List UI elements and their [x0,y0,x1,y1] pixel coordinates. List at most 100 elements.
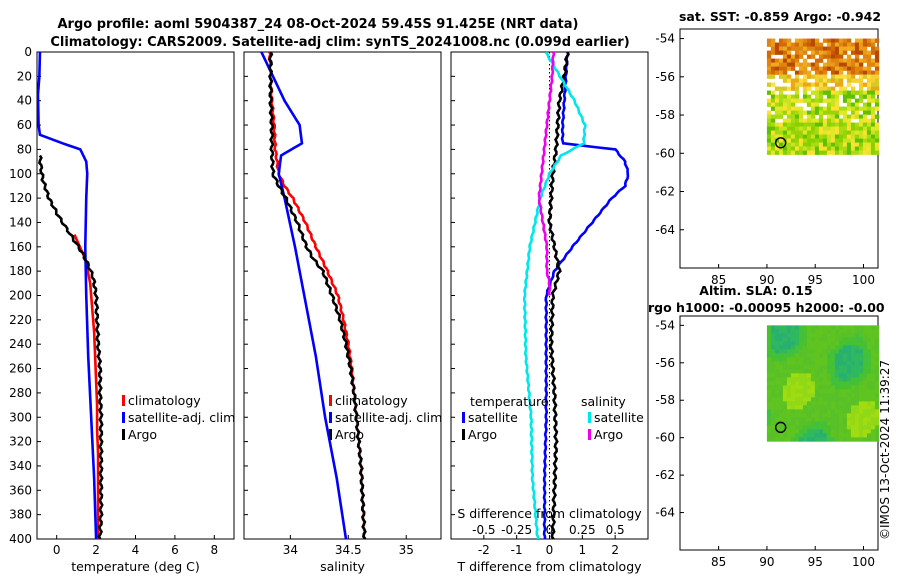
s-tick-label: 0.5 [606,523,625,537]
x-tick-label: 4 [132,543,140,557]
y-tick-label: 0 [24,45,32,59]
legend-swatch-satellite [329,412,332,423]
y-tick-label: 280 [9,386,32,400]
y-tick-label: 20 [17,69,32,83]
map-y-tick-label: -64 [655,506,675,520]
map-y-tick-label: -56 [655,356,675,370]
y-tick-label: 40 [17,94,32,108]
legend-label-argo: Argo [335,427,364,442]
series-line-satellite-adj.-clim [37,52,98,539]
map-data-field [766,38,880,155]
legend-swatch-satellite [122,412,125,423]
series-line-salinity-satellite [522,52,587,539]
series-line-argo [38,154,104,539]
legend-swatch-argo [329,429,332,440]
argo-position-marker [774,137,787,149]
x-tick-label: 35 [399,543,414,557]
series-line-climatology [73,234,100,539]
legend-label-argo: Argo [128,427,157,442]
legend-swatch-t-argo [462,429,465,440]
legend-title-salinity: salinity [581,394,626,409]
legend-swatch-s-argo [588,429,591,440]
map-x-tick-label: 85 [711,273,726,287]
sla-map-title: Altim. SLA: 0.15 [699,283,812,298]
legend-title-temperature: temperature [470,394,549,409]
x-tick-label: 8 [210,543,218,557]
x-tick-label: -2 [478,543,490,557]
x-axis-label: temperature (deg C) [71,559,200,574]
y-tick-label: 200 [9,289,32,303]
y-tick-label: 400 [9,532,32,546]
x-tick-label: 1 [579,543,587,557]
map-x-tick-label: 100 [852,555,875,569]
panel-sst_map: 85 90 95 100 -54 -56 -58 -60 -62 -64 [655,28,880,287]
x-tick-label: 2 [92,543,100,557]
map-x-tick-label: 100 [852,273,875,287]
y-tick-label: 80 [17,142,32,156]
panel-temperature: 0 2 4 6 802040608010012014016018020022024026… [9,45,235,574]
x-tick-label: 0 [53,543,61,557]
imos-watermark: ©IMOS 13-Oct-2024 11:39:27 [878,360,892,540]
y-tick-label: 260 [9,362,32,376]
x-tick-label: 34 [283,543,298,557]
legend-label-t-satellite: satellite [468,410,518,425]
legend-label-climatology: climatology [128,393,201,408]
axes-frame [36,51,235,540]
y-tick-label: 160 [9,240,32,254]
title-line1: Argo profile: aoml 5904387_24 08-Oct-202… [58,17,579,32]
panel-differences: -2 -1 0 1 2 T difference from climatology S di… [450,51,649,574]
sst-map-title: sat. SST: -0.859 Argo: -0.942 [679,9,881,24]
series-line-argo [268,52,367,539]
y-tick-label: 360 [9,483,32,497]
legend-label-s-argo: Argo [594,427,623,442]
y-tick-label: 220 [9,313,32,327]
legend-label-climatology: climatology [335,393,408,408]
axes-frame [243,51,442,540]
map-y-tick-label: -54 [655,32,675,46]
y-tick-label: 320 [9,435,32,449]
legend-swatch-t-satellite [462,412,465,423]
legend-swatch-climatology [122,395,125,406]
legend-swatch-argo [122,429,125,440]
y-tick-label: 60 [17,118,32,132]
panel-salinity: 34 34.5 35 salinity climatology satellite-adj… [243,51,442,574]
y-tick-label: 340 [9,459,32,473]
legend-swatch-climatology [329,395,332,406]
legend-label-satellite: satellite-adj. clim [335,410,442,425]
y-tick-label: 300 [9,410,32,424]
s-tick-label: -0.5 [472,523,495,537]
legend-label-t-argo: Argo [468,427,497,442]
s-tick-label: 0 [546,523,554,537]
legend-label-satellite: satellite-adj. clim [128,410,235,425]
legend-label-s-satellite: satellite [594,410,644,425]
x-tick-label: -1 [511,543,523,557]
legend-swatch-s-satellite [588,412,591,423]
map-x-tick-label: 95 [808,555,823,569]
s-diff-label: S difference from climatology [457,506,642,521]
y-tick-label: 380 [9,508,32,522]
series-line-satellite-adj.-clim [260,52,348,539]
map-y-tick-label: -56 [655,70,675,84]
y-tick-label: 180 [9,264,32,278]
map-x-tick-label: 95 [808,273,823,287]
title-line2: Climatology: CARS2009. Satellite-adj cli… [50,35,629,50]
map-x-tick-label: 85 [711,555,726,569]
map-y-tick-label: -64 [655,223,675,237]
series-line-temperature-argo [547,52,570,539]
map-y-tick-label: -58 [655,108,675,122]
y-tick-label: 100 [9,167,32,181]
x-tick-label: 0 [546,543,554,557]
map-y-tick-label: -60 [655,146,675,160]
x-tick-label: 2 [611,543,619,557]
series-line-salinity-argo [537,52,556,296]
series-line-temperature-satellite [542,52,630,539]
x-axis-label: T difference from climatology [456,559,642,574]
y-tick-label: 240 [9,337,32,351]
map-y-tick-label: -62 [655,185,675,199]
map-y-tick-label: -54 [655,318,675,332]
y-tick-label: 140 [9,215,32,229]
s-tick-label: -0.25 [501,523,532,537]
s-tick-label: 0.25 [569,523,596,537]
x-tick-label: 34.5 [335,543,362,557]
